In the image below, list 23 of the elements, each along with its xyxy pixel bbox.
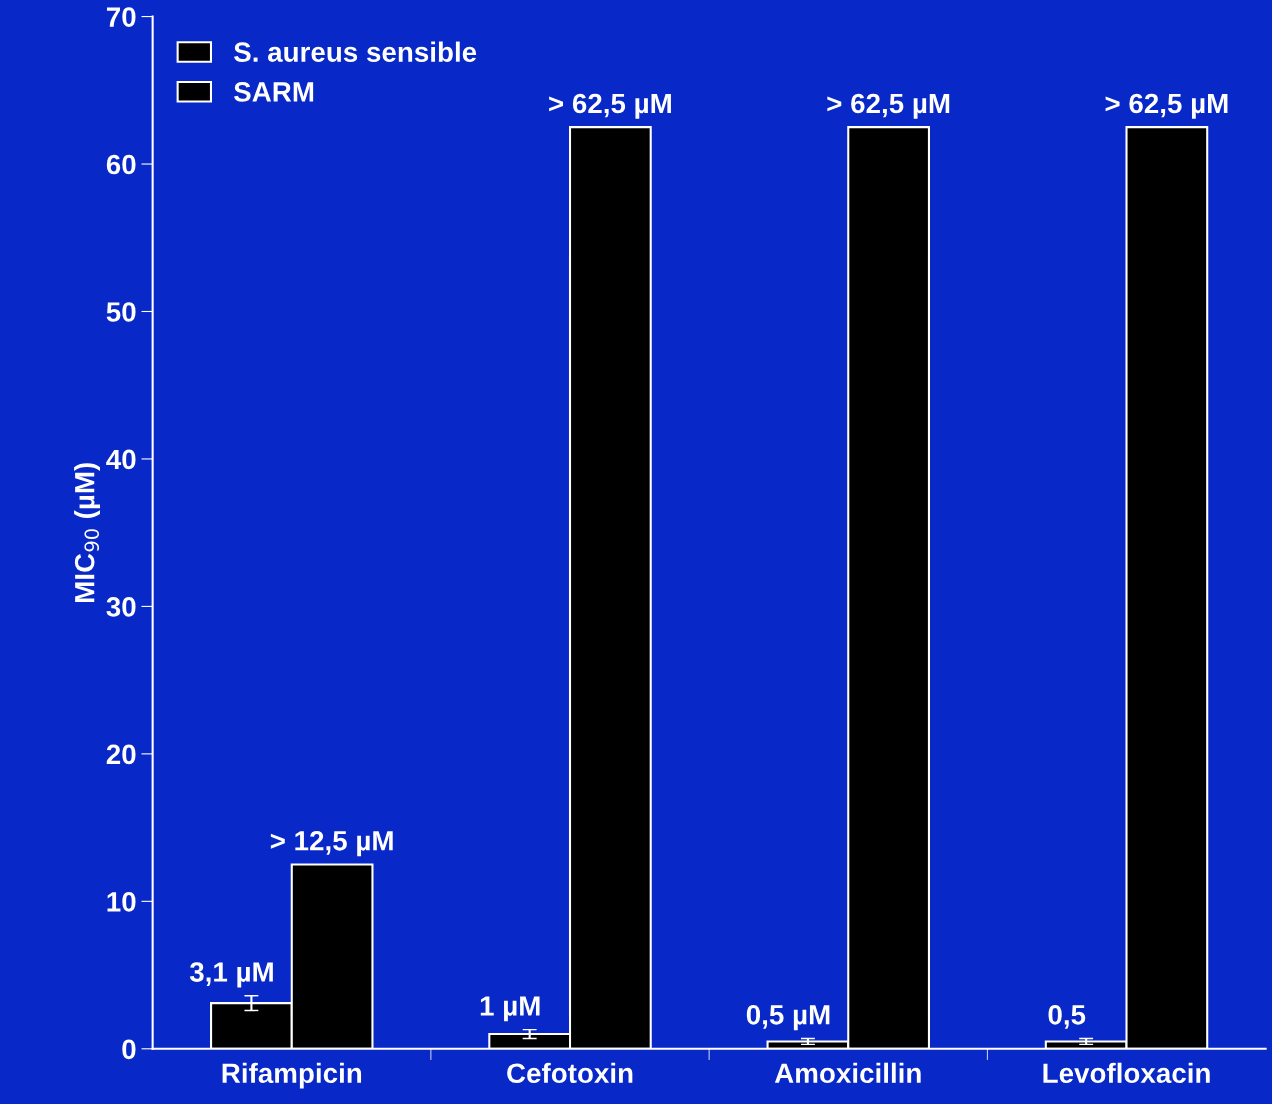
y-tick-label: 50 xyxy=(106,302,136,322)
x-tick-label: Cefotoxin xyxy=(507,1062,633,1084)
data-label: 1 µM xyxy=(480,996,540,1022)
y-tick-label: 0 xyxy=(122,1039,136,1060)
y-tick-label: 20 xyxy=(106,744,136,765)
y-tick-label: 70 xyxy=(106,7,136,27)
data-label: > 62,5 µM xyxy=(549,93,671,119)
y-tick-label: 60 xyxy=(106,154,136,175)
y-tick-label: 30 xyxy=(106,597,136,617)
x-tick-label: Amoxicillin xyxy=(774,1062,921,1084)
x-tick-label: Levofloxacin xyxy=(1043,1062,1210,1084)
legend-label: S. aureus sensible xyxy=(233,41,477,62)
data-label: 0,5 xyxy=(1048,1004,1086,1029)
y-axis-title: MIC$_{90}$ (µM) xyxy=(74,463,101,602)
data-label: > 62,5 µM xyxy=(827,93,950,119)
y-tick-label: 10 xyxy=(107,892,136,912)
data-label: 3,1 µM xyxy=(189,962,273,988)
data-label: 0,5 µM xyxy=(746,1004,830,1031)
legend-label: SARM xyxy=(233,82,314,102)
x-tick-label: Rifampicin xyxy=(222,1062,362,1089)
data-label: > 62,5 µM xyxy=(1105,93,1228,119)
y-tick-label: 40 xyxy=(106,449,136,470)
data-label: > 12,5 µM xyxy=(270,830,393,857)
